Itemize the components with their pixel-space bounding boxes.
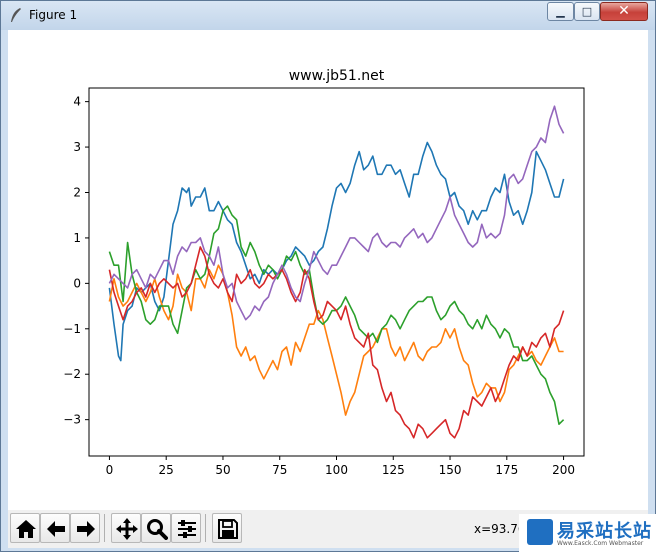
- y-tick-label: −2: [63, 367, 81, 381]
- series-line-1: [108, 141, 565, 362]
- watermark-text: 易采站长站: [557, 521, 652, 542]
- y-tick-label: −3: [63, 413, 81, 427]
- home-icon: [16, 520, 36, 538]
- close-icon: ✕: [618, 3, 630, 19]
- figure-canvas[interactable]: www.jb51.net 0 25 50 75 100 125 150 175 200 −3 −2 −1…: [8, 30, 648, 510]
- toolbar-separator: [104, 514, 105, 542]
- maximize-button[interactable]: □: [574, 2, 600, 21]
- window-title: Figure 1: [29, 8, 78, 22]
- chart-title: www.jb51.net: [289, 68, 385, 84]
- pan-button[interactable]: [111, 513, 141, 543]
- line-chart: www.jb51.net 0 25 50 75 100 125 150 175 200 −3 −2 −1…: [63, 68, 585, 477]
- y-tick-label: 3: [73, 140, 81, 154]
- x-tick-label: 0: [106, 463, 114, 477]
- x-tick-label: 125: [382, 463, 405, 477]
- series-line-4: [108, 246, 565, 439]
- maximize-icon: □: [581, 5, 593, 18]
- save-icon: [218, 519, 238, 539]
- pan-icon: [116, 518, 138, 540]
- y-tick-label: 0: [73, 276, 81, 290]
- y-tick-label: 4: [73, 95, 81, 109]
- zoom-icon: [147, 519, 168, 540]
- home-button[interactable]: [10, 513, 40, 543]
- figure-client-area: www.jb51.net 0 25 50 75 100 125 150 175 200 −3 −2 −1…: [8, 30, 648, 548]
- series-line-2: [108, 264, 564, 416]
- x-tick-label: 50: [215, 463, 230, 477]
- watermark-subtext: Www.Easck.Com Webmaster: [557, 540, 644, 547]
- x-tick-label: 175: [495, 463, 518, 477]
- zoom-button[interactable]: [141, 513, 171, 543]
- toolbar-separator: [205, 514, 206, 542]
- save-button[interactable]: [212, 513, 242, 543]
- minimize-icon: ▁: [556, 5, 565, 18]
- title-bar[interactable]: Figure 1 ▁ □ ✕: [1, 1, 655, 30]
- close-button[interactable]: ✕: [600, 2, 648, 21]
- x-tick-label: 25: [159, 463, 174, 477]
- x-tick-label: 75: [272, 463, 287, 477]
- watermark-logo-icon: [527, 519, 553, 545]
- x-tick-label: 100: [325, 463, 348, 477]
- series-line-5: [108, 105, 565, 321]
- back-button[interactable]: [40, 513, 70, 543]
- configure-subplots-button[interactable]: [171, 513, 201, 543]
- configure-subplots-icon: [178, 520, 196, 538]
- watermark: 易采站长站 Www.Easck.Com Webmaster: [519, 514, 656, 552]
- x-tick-label: 150: [439, 463, 462, 477]
- forward-button[interactable]: [70, 513, 100, 543]
- plot-area-frame: [88, 87, 585, 457]
- x-tick-label: 200: [552, 463, 575, 477]
- minimize-button[interactable]: ▁: [547, 2, 574, 21]
- y-tick-label: 2: [73, 185, 81, 199]
- y-tick-label: 1: [73, 231, 81, 245]
- y-tick-label: −1: [63, 322, 81, 336]
- series-line-3: [108, 205, 565, 426]
- cursor-coordinate-readout: x=93.76: [474, 522, 526, 536]
- feather-icon: [11, 8, 21, 22]
- back-icon: [47, 521, 65, 537]
- forward-icon: [77, 521, 95, 537]
